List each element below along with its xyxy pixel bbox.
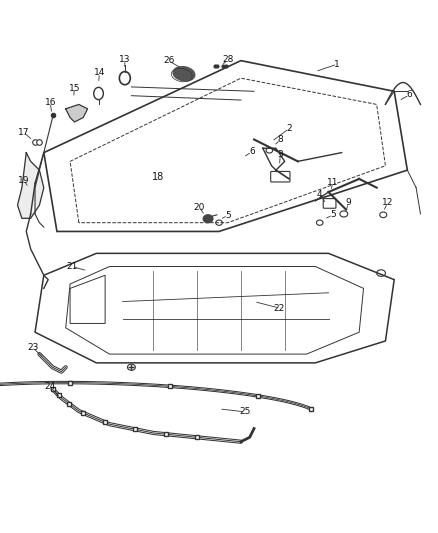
Text: 18: 18 [152,172,164,182]
Polygon shape [18,152,44,219]
Text: 2: 2 [286,124,292,133]
Text: 6: 6 [249,147,255,156]
Text: 3: 3 [277,150,283,159]
Text: 5: 5 [225,211,231,220]
Text: 22: 22 [274,304,285,313]
Text: 13: 13 [119,55,131,64]
Ellipse shape [173,67,195,81]
Text: 1: 1 [334,60,340,69]
Text: 15: 15 [69,84,80,93]
Polygon shape [66,104,88,122]
Text: 12: 12 [382,198,393,207]
Text: 5: 5 [330,211,336,219]
Text: 19: 19 [18,176,30,185]
Text: 23: 23 [27,343,39,352]
Text: 17: 17 [18,127,29,136]
Ellipse shape [203,215,213,223]
Text: 14: 14 [94,68,105,77]
Text: 16: 16 [45,98,56,107]
Text: 26: 26 [163,56,174,65]
Text: 20: 20 [194,203,205,212]
Text: 8: 8 [277,135,283,144]
Text: 25: 25 [240,407,251,416]
Text: 24: 24 [45,383,56,391]
Text: 6: 6 [406,90,413,99]
Text: 11: 11 [327,178,339,187]
Text: 21: 21 [67,262,78,271]
Text: 4: 4 [317,190,322,199]
Text: 9: 9 [345,198,351,207]
Text: 28: 28 [222,55,233,64]
